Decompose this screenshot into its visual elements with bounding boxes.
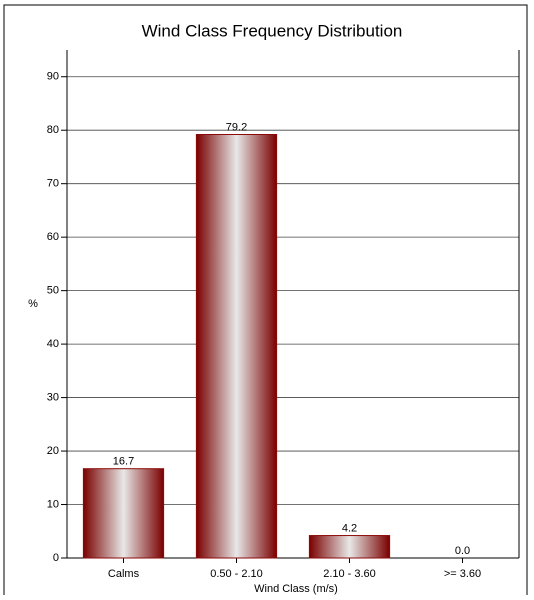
x-tick-label: 2.10 - 3.60 xyxy=(323,568,376,580)
bar xyxy=(195,133,278,559)
frame xyxy=(3,4,528,600)
y-tick-label: 50 xyxy=(47,285,59,297)
y-tick-label: 60 xyxy=(47,231,59,243)
y-tick-label: 0 xyxy=(53,552,59,564)
x-axis-title: Wind Class (m/s) xyxy=(254,583,338,595)
x-tick-label: >= 3.60 xyxy=(444,568,481,580)
x-tick-label: 0.50 - 2.10 xyxy=(210,568,263,580)
y-tick-label: 10 xyxy=(47,498,59,510)
y-tick-label: 70 xyxy=(47,178,59,190)
y-tick-label: 20 xyxy=(47,445,59,457)
y-axis-title: % xyxy=(28,298,38,310)
bar xyxy=(82,468,165,559)
bar xyxy=(308,535,391,559)
value-label: 4.2 xyxy=(342,522,357,534)
y-tick-label: 90 xyxy=(47,71,59,83)
chart-title: Wind Class Frequency Distribution xyxy=(142,21,403,40)
x-tick-label: Calms xyxy=(108,568,140,580)
y-tick-label: 40 xyxy=(47,338,59,350)
value-label: 79.2 xyxy=(226,121,247,133)
value-label: 16.7 xyxy=(113,456,134,468)
y-tick-label: 30 xyxy=(47,391,59,403)
value-label: 0.0 xyxy=(455,545,470,557)
y-tick-label: 80 xyxy=(47,124,59,136)
